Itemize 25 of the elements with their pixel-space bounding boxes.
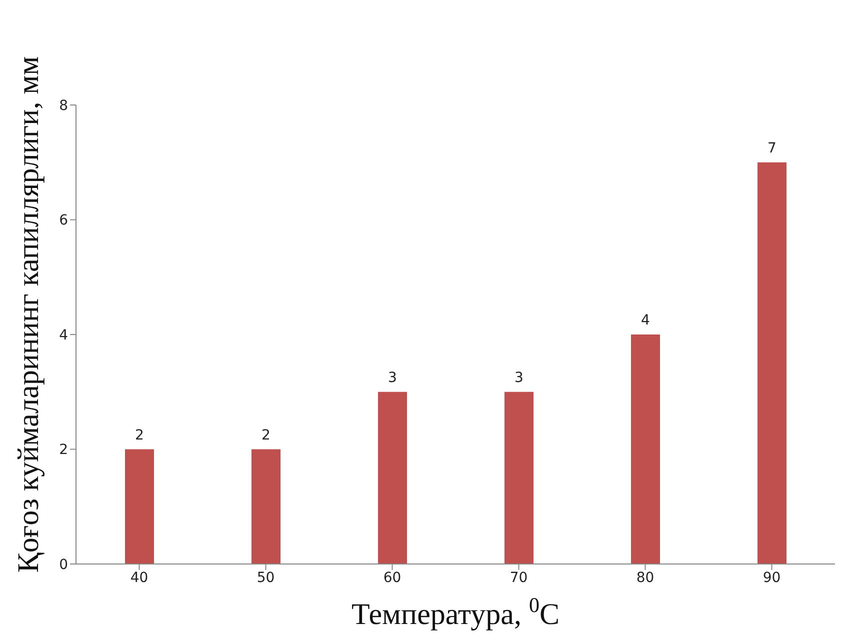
data-label: 2 bbox=[135, 427, 144, 444]
x-tick-label: 60 bbox=[383, 570, 402, 586]
y-tick-label: 6 bbox=[59, 212, 68, 229]
x-tick-label: 40 bbox=[130, 570, 148, 586]
y-tick-label: 2 bbox=[59, 442, 68, 458]
y-tick-label: 8 bbox=[59, 98, 68, 114]
data-label: 3 bbox=[388, 370, 397, 386]
data-label: 4 bbox=[641, 312, 650, 328]
data-label: 7 bbox=[768, 140, 776, 156]
y-axis-title: Қоғоз куймаларининг капиллярлиги, мм bbox=[12, 56, 44, 573]
x-tick-label: 50 bbox=[256, 570, 275, 586]
x-tick-label: 80 bbox=[636, 570, 654, 586]
bar bbox=[504, 392, 534, 564]
bar bbox=[378, 392, 407, 564]
bar bbox=[125, 449, 154, 564]
x-tick-label: 70 bbox=[510, 570, 528, 586]
bar bbox=[252, 449, 280, 564]
x-tick-label: 90 bbox=[762, 570, 781, 586]
bar bbox=[631, 334, 660, 564]
x-axis-title: Температура, $^{0}$C bbox=[352, 593, 560, 631]
data-label: 2 bbox=[262, 427, 270, 444]
bar bbox=[758, 162, 786, 564]
data-label: 3 bbox=[514, 370, 524, 386]
y-tick-label: 0 bbox=[59, 556, 68, 573]
y-tick-label: 4 bbox=[59, 327, 68, 344]
